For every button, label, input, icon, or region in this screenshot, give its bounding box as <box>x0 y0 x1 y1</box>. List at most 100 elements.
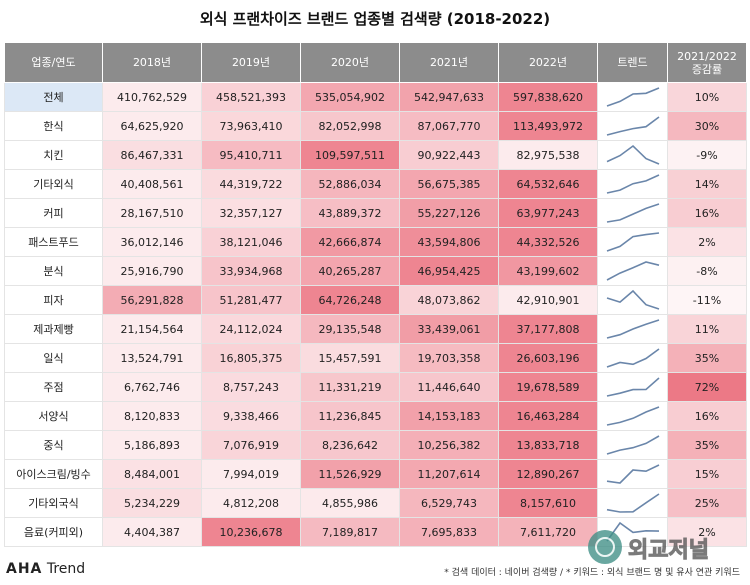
value-cell: 8,157,610 <box>498 488 598 518</box>
sparkline-series <box>606 116 659 136</box>
trend-sparkline <box>606 435 659 455</box>
value-cell: 5,234,229 <box>102 488 202 518</box>
row-category-label: 아이스크림/빙수 <box>4 459 103 489</box>
value-cell: 82,052,998 <box>300 111 400 141</box>
value-cell: 4,855,986 <box>300 488 400 518</box>
value-cell: 10,256,382 <box>399 430 499 460</box>
value-cell: 109,597,511 <box>300 140 400 170</box>
value-cell: 42,666,874 <box>300 227 400 257</box>
value-cell: 64,726,248 <box>300 285 400 315</box>
brand-logo-bold: AHA <box>6 561 43 577</box>
value-cell: 8,484,001 <box>102 459 202 489</box>
table-row: 한식 64,625,920 73,963,410 82,052,998 87,067,7… <box>4 111 747 141</box>
row-category-label: 서양식 <box>4 401 103 431</box>
value-cell: 542,947,633 <box>399 82 499 112</box>
change-rate-cell: 16% <box>667 401 747 431</box>
change-rate-cell: 2% <box>667 517 747 547</box>
value-cell: 40,265,287 <box>300 256 400 286</box>
value-cell: 4,812,208 <box>201 488 301 518</box>
value-cell: 37,177,808 <box>498 314 598 344</box>
row-category-label: 중식 <box>4 430 103 460</box>
table-row: 기타외국식 5,234,229 4,812,208 4,855,986 6,529,74… <box>4 488 747 518</box>
value-cell: 8,236,642 <box>300 430 400 460</box>
header-year-2020: 2020년 <box>300 42 400 83</box>
table-row: 주점 6,762,746 8,757,243 11,331,219 11,446,640… <box>4 372 747 402</box>
value-cell: 64,532,646 <box>498 169 598 199</box>
value-cell: 6,529,743 <box>399 488 499 518</box>
trend-sparkline <box>606 406 659 426</box>
header-year-2021: 2021년 <box>399 42 499 83</box>
trend-sparkline <box>606 144 659 165</box>
table-row: 서양식 8,120,833 9,338,466 11,236,845 14,153,18… <box>4 401 747 431</box>
row-category-label: 제과제빵 <box>4 314 103 344</box>
trend-sparkline <box>606 493 659 513</box>
brand-logo-rest: Trend <box>42 561 86 577</box>
value-cell: 10,236,678 <box>201 517 301 547</box>
sparkline-series <box>606 174 659 194</box>
trend-sparkline <box>606 319 659 339</box>
value-cell: 7,695,833 <box>399 517 499 547</box>
value-cell: 26,603,196 <box>498 343 598 373</box>
table-row: 일식 13,524,791 16,805,375 15,457,591 19,703,3… <box>4 343 747 373</box>
value-cell: 24,112,024 <box>201 314 301 344</box>
table-row: 패스트푸드 36,012,146 38,121,046 42,666,874 43,59… <box>4 227 747 257</box>
row-category-label: 패스트푸드 <box>4 227 103 257</box>
trend-sparkline <box>606 116 659 136</box>
value-cell: 7,189,817 <box>300 517 400 547</box>
value-cell: 6,762,746 <box>102 372 202 402</box>
row-category-label: 전체 <box>4 82 103 112</box>
value-cell: 95,410,711 <box>201 140 301 170</box>
header-year-2019: 2019년 <box>201 42 301 83</box>
change-rate-cell: -8% <box>667 256 747 286</box>
table-row: 아이스크림/빙수 8,484,001 7,994,019 11,526,929 11,2… <box>4 459 747 489</box>
table-row: 커피 28,167,510 32,357,127 43,889,372 55,227,1… <box>4 198 747 228</box>
value-cell: 535,054,902 <box>300 82 400 112</box>
value-cell: 52,886,034 <box>300 169 400 199</box>
trend-sparkline <box>606 348 659 368</box>
trend-sparkline-cell <box>597 256 668 286</box>
trend-sparkline <box>606 174 659 194</box>
sparkline-series <box>606 289 659 310</box>
row-category-label: 분식 <box>4 256 103 286</box>
value-cell: 7,611,720 <box>498 517 598 547</box>
row-category-label: 음료(커피외) <box>4 517 103 547</box>
value-cell: 16,463,284 <box>498 401 598 431</box>
trend-sparkline <box>606 261 659 281</box>
brand-logo: AHA Trend <box>6 561 85 577</box>
change-rate-cell: 11% <box>667 314 747 344</box>
value-cell: 43,199,602 <box>498 256 598 286</box>
row-category-label: 기타외식 <box>4 169 103 199</box>
value-cell: 33,934,968 <box>201 256 301 286</box>
value-cell: 87,067,770 <box>399 111 499 141</box>
value-cell: 8,120,833 <box>102 401 202 431</box>
value-cell: 48,073,862 <box>399 285 499 315</box>
watermark: 외교저널 <box>588 528 738 568</box>
value-cell: 13,833,718 <box>498 430 598 460</box>
value-cell: 19,678,589 <box>498 372 598 402</box>
header-change: 2021/2022 증감률 <box>667 42 747 83</box>
value-cell: 16,805,375 <box>201 343 301 373</box>
trend-sparkline-cell <box>597 111 668 141</box>
change-rate-cell: 35% <box>667 343 747 373</box>
search-volume-table: 업종/연도 2018년 2019년 2020년 2021년 2022년 트렌드 … <box>4 42 747 547</box>
value-cell: 11,236,845 <box>300 401 400 431</box>
change-rate-cell: 15% <box>667 459 747 489</box>
value-cell: 32,357,127 <box>201 198 301 228</box>
value-cell: 56,291,828 <box>102 285 202 315</box>
row-category-label: 기타외국식 <box>4 488 103 518</box>
table-row: 치킨 86,467,331 95,410,711 109,597,511 90,922,… <box>4 140 747 170</box>
value-cell: 82,975,538 <box>498 140 598 170</box>
trend-sparkline-cell <box>597 314 668 344</box>
value-cell: 9,338,466 <box>201 401 301 431</box>
source-note: * 검색 데이터 : 네이버 검색량 / * 키워드 : 외식 브랜드 명 및 … <box>444 568 740 578</box>
value-cell: 458,521,393 <box>201 82 301 112</box>
table-row: 피자 56,291,828 51,281,477 64,726,248 48,073,8… <box>4 285 747 315</box>
value-cell: 5,186,893 <box>102 430 202 460</box>
trend-sparkline <box>606 203 659 223</box>
value-cell: 21,154,564 <box>102 314 202 344</box>
value-cell: 64,625,920 <box>102 111 202 141</box>
value-cell: 40,408,561 <box>102 169 202 199</box>
value-cell: 44,319,722 <box>201 169 301 199</box>
trend-sparkline <box>606 464 659 484</box>
sparkline-series <box>606 348 659 368</box>
